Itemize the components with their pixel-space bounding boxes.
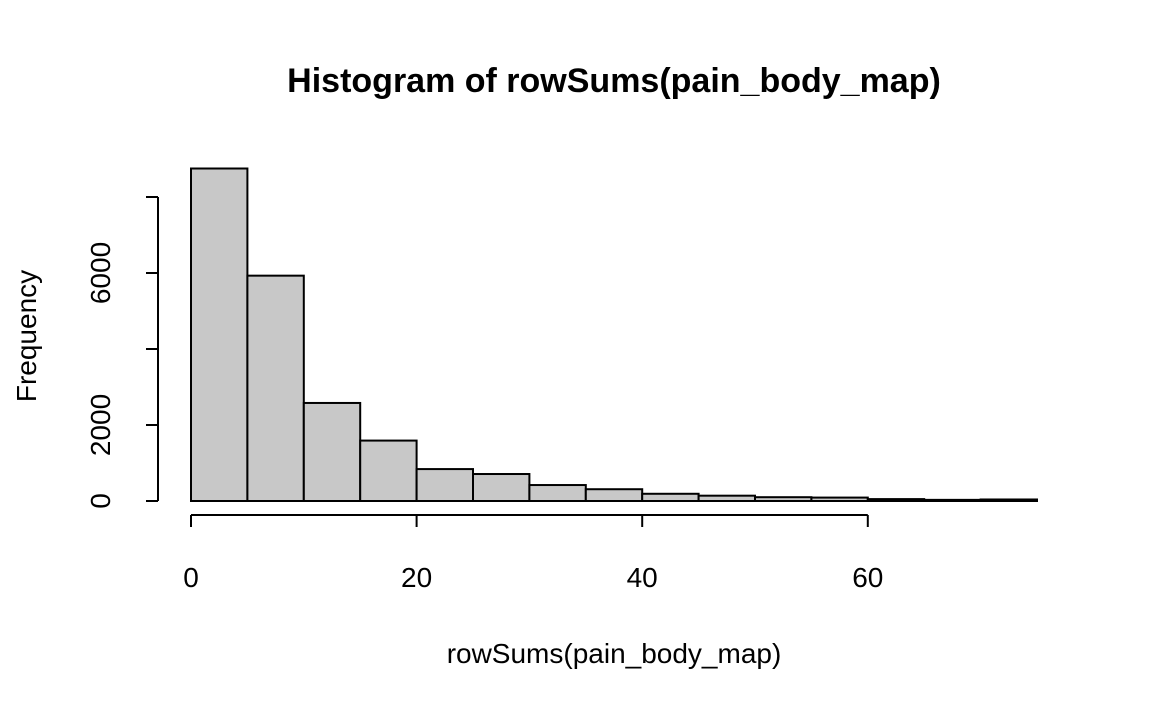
histogram-bar bbox=[359, 439, 418, 502]
x-tick-label: 0 bbox=[183, 562, 199, 593]
bars-group bbox=[190, 167, 1038, 503]
histogram-bar bbox=[697, 494, 756, 502]
histogram-bar bbox=[528, 484, 587, 503]
x-tick-label: 20 bbox=[401, 562, 432, 593]
histogram-bar bbox=[641, 492, 700, 502]
histogram-bar bbox=[754, 496, 813, 503]
histogram-bar bbox=[472, 473, 531, 502]
y-tick-label: 0 bbox=[85, 493, 116, 509]
histogram-bar bbox=[584, 488, 644, 503]
histogram-bar bbox=[190, 167, 249, 502]
y-axis-title: Frequency bbox=[11, 270, 42, 402]
x-tick-label: 40 bbox=[627, 562, 658, 593]
histogram-bar bbox=[302, 401, 362, 502]
histogram-bar bbox=[979, 498, 1038, 503]
y-tick-label: 2000 bbox=[85, 394, 116, 456]
chart-title: Histogram of rowSums(pain_body_map) bbox=[287, 62, 941, 100]
x-tick-label: 60 bbox=[852, 562, 883, 593]
histogram-bar bbox=[415, 468, 475, 502]
x-axis: 0 20 40 60 bbox=[183, 514, 883, 593]
histogram-bar bbox=[246, 274, 305, 502]
histogram-bar bbox=[810, 496, 869, 502]
histogram-bar bbox=[923, 498, 982, 502]
y-axis: 0 2000 6000 bbox=[85, 196, 159, 509]
histogram-bar bbox=[866, 498, 926, 503]
y-tick-label: 6000 bbox=[85, 242, 116, 304]
x-axis-title: rowSums(pain_body_map) bbox=[447, 638, 782, 669]
